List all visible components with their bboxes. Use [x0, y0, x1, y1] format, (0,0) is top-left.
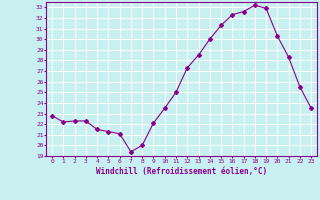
X-axis label: Windchill (Refroidissement éolien,°C): Windchill (Refroidissement éolien,°C) [96, 167, 267, 176]
